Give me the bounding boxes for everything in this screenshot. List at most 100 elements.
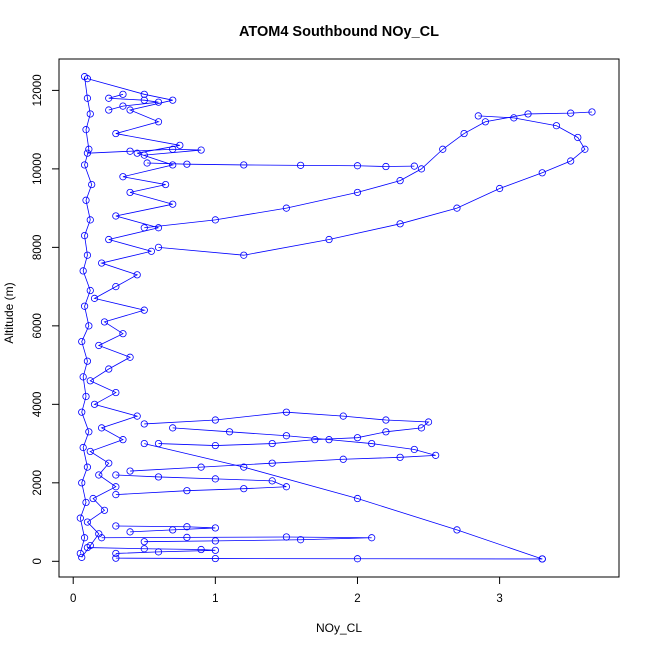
data-point [211,216,219,224]
data-point [368,534,376,542]
data-point [339,455,347,463]
data-point [126,106,134,114]
y-tick-label: 10000 [32,153,44,185]
data-point [143,159,151,167]
data-point [140,439,148,448]
data-point [183,533,191,541]
data-series [83,145,205,159]
data-point [282,408,291,416]
data-point [410,162,418,170]
data-point [105,459,113,467]
series-line [144,443,543,560]
data-point [268,477,276,485]
data-point [80,161,89,169]
data-point [282,432,291,440]
y-tick-label: 4000 [32,392,44,418]
data-point [86,286,94,295]
data-point [95,471,103,479]
data-point [78,337,86,346]
data-point [183,487,191,495]
data-point [86,110,94,118]
data-point [325,235,333,244]
data-point [105,106,113,114]
data-point [311,436,319,444]
data-point [240,161,248,169]
data-point [396,220,404,228]
data-point [453,526,461,534]
data-point [83,357,92,365]
data-point [78,408,86,416]
data-point [183,160,191,168]
data-point [268,439,276,448]
series-line [115,525,216,533]
data-point [225,428,234,436]
data-point [119,102,127,110]
data-point [417,424,426,432]
data-point [140,151,148,159]
series-line [79,76,93,554]
data-point [162,180,170,189]
data-point [567,157,575,165]
data-point [154,118,163,126]
data-point [183,523,191,531]
data-point [76,549,84,558]
data-point [240,485,248,493]
data-point [147,247,155,255]
data-point [83,463,92,471]
data-point [474,112,482,120]
data-point [112,483,120,491]
y-tick-label: 6000 [32,313,44,339]
data-point [112,490,120,499]
data-point [140,545,148,553]
data-point [176,141,184,149]
data-point [112,549,120,558]
data-point [154,473,163,481]
data-point [439,145,447,153]
data-point [282,533,291,541]
data-point [119,436,127,444]
data-point [268,459,276,467]
data-point [567,109,575,117]
data-point [197,545,205,554]
data-point [126,188,134,197]
y-axis-label: Altitude (m) [2,282,16,343]
data-point [112,554,120,562]
data-point [396,453,404,461]
data-point [424,418,433,426]
data-series [140,108,596,232]
data-series [76,73,96,558]
series-line [115,557,543,560]
data-point [538,169,546,177]
data-point [98,534,106,542]
data-point [119,173,127,181]
data-point [82,126,90,134]
data-point [85,428,93,436]
data-point [85,322,93,330]
data-point [552,122,561,130]
data-point [79,373,87,381]
data-point [100,506,109,514]
data-point [353,555,362,563]
data-point [339,412,347,420]
data-point [80,231,89,240]
data-point [496,184,504,193]
data-series [83,543,219,558]
data-point [112,471,120,479]
data-point [382,428,390,436]
series-line [158,115,586,256]
data-series [98,533,376,546]
data-point [90,294,99,302]
data-point [95,341,103,350]
data-point [89,494,97,503]
series-line [87,547,216,554]
data-point [88,180,96,189]
data-point [353,434,362,442]
data-point [297,536,305,544]
data-point [140,538,148,546]
data-point [524,110,532,118]
data-point [481,118,489,126]
data-point [112,388,120,397]
data-point [133,271,141,279]
y-tick-label: 8000 [32,235,44,261]
